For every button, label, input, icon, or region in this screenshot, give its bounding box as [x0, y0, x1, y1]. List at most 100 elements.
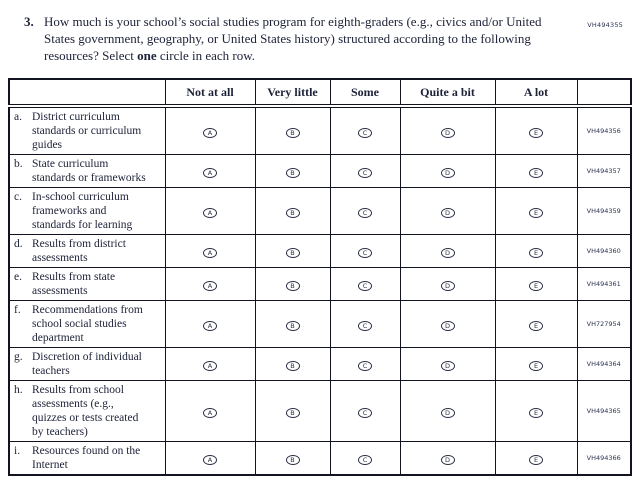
answer-cell: A: [164, 266, 256, 301]
row-code: VH727954: [576, 299, 632, 348]
answer-bubble-e[interactable]: E: [529, 320, 543, 331]
answer-bubble-b[interactable]: B: [285, 320, 300, 331]
page-accession-code: VH494355: [587, 21, 623, 29]
answer-bubble-b[interactable]: B: [285, 280, 300, 291]
answer-cell: A: [164, 441, 256, 476]
answer-cell: C: [329, 379, 401, 443]
answer-cell: D: [399, 346, 496, 381]
answer-cell: B: [254, 233, 331, 268]
table-row: h. Results from school assessments (e.g.,…: [8, 379, 632, 443]
question-block: 3. How much is your school’s social stud…: [24, 14, 564, 65]
answer-bubble-a[interactable]: A: [203, 407, 217, 418]
answer-cell: D: [399, 299, 496, 348]
answer-bubble-e[interactable]: E: [529, 407, 543, 418]
answer-bubble-d[interactable]: D: [440, 320, 455, 331]
answer-bubble-c[interactable]: C: [358, 167, 372, 178]
header-row: Not at all Very little Some Quite a bit …: [8, 78, 632, 108]
answer-bubble-e[interactable]: E: [529, 207, 543, 218]
answer-bubble-c[interactable]: C: [358, 360, 372, 371]
answer-bubble-c[interactable]: C: [358, 280, 372, 291]
answer-bubble-a[interactable]: A: [203, 207, 217, 218]
row-letter: a.: [14, 110, 22, 123]
table-row: f. Recommendations from school social stu…: [8, 299, 632, 348]
row-label: Results from district assessments: [32, 237, 126, 264]
answer-bubble-b[interactable]: B: [285, 207, 300, 218]
question-text: How much is your school’s social studies…: [44, 14, 549, 65]
answer-bubble-b[interactable]: B: [285, 407, 300, 418]
answer-bubble-b[interactable]: B: [285, 127, 300, 138]
row-letter: h.: [14, 383, 23, 396]
answer-cell: D: [399, 153, 496, 188]
table-row: e. Results from state assessments A B C D E VH4…: [8, 266, 632, 301]
table-row: i. Resources found on the Internet A B C D E VH…: [8, 441, 632, 476]
answer-bubble-c[interactable]: C: [358, 207, 372, 218]
answer-cell: C: [329, 299, 401, 348]
row-code: VH494364: [576, 346, 632, 381]
answer-bubble-d[interactable]: D: [440, 360, 455, 371]
answer-bubble-d[interactable]: D: [440, 207, 455, 218]
row-letter: d.: [14, 237, 23, 250]
answer-cell: E: [494, 233, 578, 268]
answer-bubble-d[interactable]: D: [440, 280, 455, 291]
answer-cell: C: [329, 186, 401, 235]
row-letter: f.: [14, 303, 21, 316]
answer-bubble-a[interactable]: A: [203, 320, 217, 331]
answer-bubble-a[interactable]: A: [203, 127, 217, 138]
answer-bubble-d[interactable]: D: [440, 127, 455, 138]
row-letter: e.: [14, 270, 22, 283]
answer-bubble-a[interactable]: A: [203, 280, 217, 291]
question-text-lead: How much is your school’s social studies…: [44, 14, 542, 63]
header-very-little: Very little: [254, 78, 331, 108]
answer-bubble-a[interactable]: A: [203, 455, 217, 466]
response-rows: a. District curriculum standards or curri…: [8, 105, 632, 476]
answer-cell: A: [164, 233, 256, 268]
row-label: Discretion of individual teachers: [32, 350, 142, 377]
response-matrix-table: Not at all Very little Some Quite a bit …: [8, 77, 632, 477]
row-label: State curriculum standards or frameworks: [32, 157, 146, 184]
answer-cell: E: [494, 186, 578, 235]
answer-bubble-c[interactable]: C: [358, 247, 372, 258]
answer-cell: B: [254, 441, 331, 476]
answer-cell: C: [329, 105, 401, 155]
row-code: VH494357: [576, 153, 632, 188]
row-code: VH494356: [576, 105, 632, 155]
answer-bubble-b[interactable]: B: [285, 455, 300, 466]
answer-bubble-b[interactable]: B: [285, 247, 300, 258]
answer-bubble-b[interactable]: B: [285, 360, 300, 371]
header-empty-label: [8, 78, 166, 108]
row-label-cell: g. Discretion of individual teachers: [8, 346, 166, 381]
answer-bubble-e[interactable]: E: [529, 360, 543, 371]
answer-bubble-a[interactable]: A: [203, 167, 217, 178]
answer-bubble-e[interactable]: E: [529, 280, 543, 291]
row-label-cell: i. Resources found on the Internet: [8, 441, 166, 476]
answer-bubble-c[interactable]: C: [358, 320, 372, 331]
answer-cell: C: [329, 266, 401, 301]
answer-bubble-e[interactable]: E: [529, 455, 543, 466]
answer-bubble-e[interactable]: E: [529, 127, 543, 138]
answer-bubble-b[interactable]: B: [285, 167, 300, 178]
answer-bubble-d[interactable]: D: [440, 247, 455, 258]
answer-bubble-e[interactable]: E: [529, 247, 543, 258]
answer-cell: C: [329, 346, 401, 381]
answer-bubble-c[interactable]: C: [358, 455, 372, 466]
answer-cell: A: [164, 186, 256, 235]
answer-bubble-a[interactable]: A: [203, 247, 217, 258]
answer-cell: A: [164, 346, 256, 381]
answer-cell: D: [399, 105, 496, 155]
answer-bubble-c[interactable]: C: [358, 407, 372, 418]
answer-cell: E: [494, 153, 578, 188]
answer-cell: A: [164, 105, 256, 155]
answer-bubble-a[interactable]: A: [203, 360, 217, 371]
answer-cell: E: [494, 266, 578, 301]
question-number: 3.: [24, 14, 34, 29]
answer-bubble-d[interactable]: D: [440, 167, 455, 178]
answer-cell: A: [164, 379, 256, 443]
answer-bubble-c[interactable]: C: [358, 127, 372, 138]
answer-bubble-d[interactable]: D: [440, 407, 455, 418]
answer-bubble-e[interactable]: E: [529, 167, 543, 178]
answer-cell: A: [164, 299, 256, 348]
answer-bubble-d[interactable]: D: [440, 455, 455, 466]
row-label: Results from state assessments: [32, 270, 116, 297]
answer-cell: D: [399, 186, 496, 235]
row-label-cell: d. Results from district assessments: [8, 233, 166, 268]
